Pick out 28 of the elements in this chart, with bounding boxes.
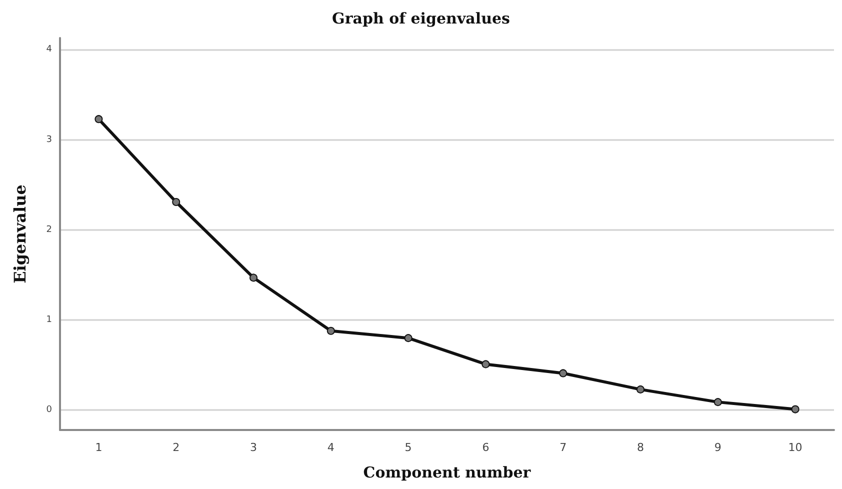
x-tick-label: 2 (172, 441, 180, 454)
y-tick-label: 1 (46, 315, 52, 326)
y-tick-label: 3 (46, 134, 52, 145)
point (714, 398, 722, 406)
x-tick-label: 7 (560, 441, 567, 454)
point (559, 369, 568, 378)
chart-title: Graph of eigenvalues (332, 10, 510, 28)
y-axis-title: Eigenvalue (10, 184, 30, 284)
point (326, 326, 335, 335)
x-tick-label: 9 (714, 441, 722, 454)
y-tick-label: 4 (46, 44, 52, 55)
point (172, 198, 180, 206)
point (791, 405, 800, 414)
point (250, 274, 258, 282)
x-tick-label: 5 (404, 441, 412, 454)
x-tick-label: 10 (788, 441, 802, 454)
x-axis-title: Component number (363, 464, 532, 482)
y-tick-label: 0 (46, 405, 52, 416)
point (404, 334, 412, 342)
x-tick-label: 1 (95, 441, 102, 454)
x-tick-label: 3 (250, 441, 257, 454)
x-tick-label: 6 (482, 441, 490, 454)
point (482, 360, 490, 368)
x-tick-label: 4 (327, 441, 334, 454)
y-tick-label: 2 (46, 224, 52, 235)
point (636, 385, 644, 394)
point (94, 115, 103, 124)
x-tick-label: 8 (637, 441, 644, 454)
